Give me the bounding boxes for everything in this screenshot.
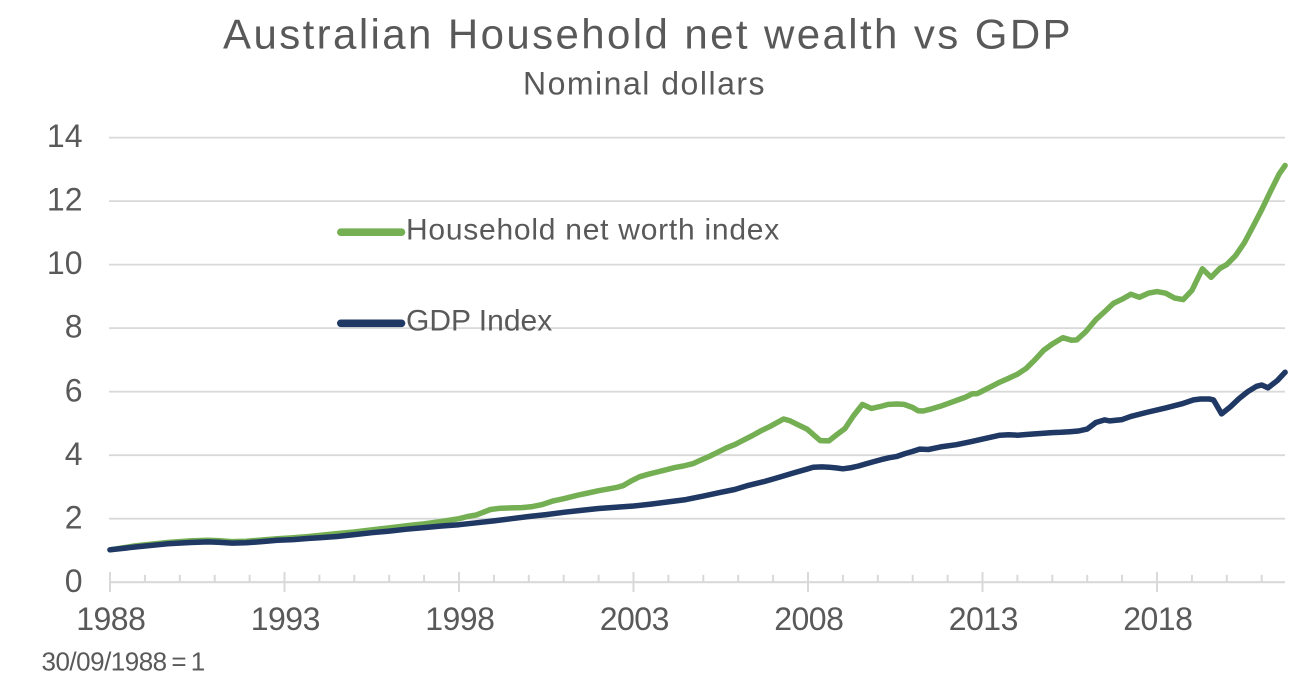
svg-text:1993: 1993 xyxy=(251,601,320,637)
svg-text:6: 6 xyxy=(65,372,83,408)
svg-text:Australian Household net wealt: Australian Household net wealth vs GDP xyxy=(223,11,1073,58)
svg-text:10: 10 xyxy=(47,245,83,281)
svg-text:12: 12 xyxy=(47,182,83,218)
svg-text:1998: 1998 xyxy=(425,601,494,637)
svg-text:2013: 2013 xyxy=(949,601,1018,637)
svg-text:2018: 2018 xyxy=(1123,601,1192,637)
svg-text:4: 4 xyxy=(65,436,83,472)
svg-text:30/09/1988 = 1: 30/09/1988 = 1 xyxy=(42,647,205,677)
svg-text:2: 2 xyxy=(65,499,83,535)
svg-text:2003: 2003 xyxy=(600,601,669,637)
svg-text:1988: 1988 xyxy=(76,601,145,637)
svg-text:0: 0 xyxy=(65,563,83,599)
svg-text:14: 14 xyxy=(47,118,83,154)
svg-text:Household net worth index: Household net worth index xyxy=(406,214,780,247)
svg-text:GDP Index: GDP Index xyxy=(406,305,552,338)
svg-text:8: 8 xyxy=(65,309,83,345)
svg-text:2008: 2008 xyxy=(774,601,843,637)
svg-text:Nominal dollars: Nominal dollars xyxy=(523,66,766,102)
